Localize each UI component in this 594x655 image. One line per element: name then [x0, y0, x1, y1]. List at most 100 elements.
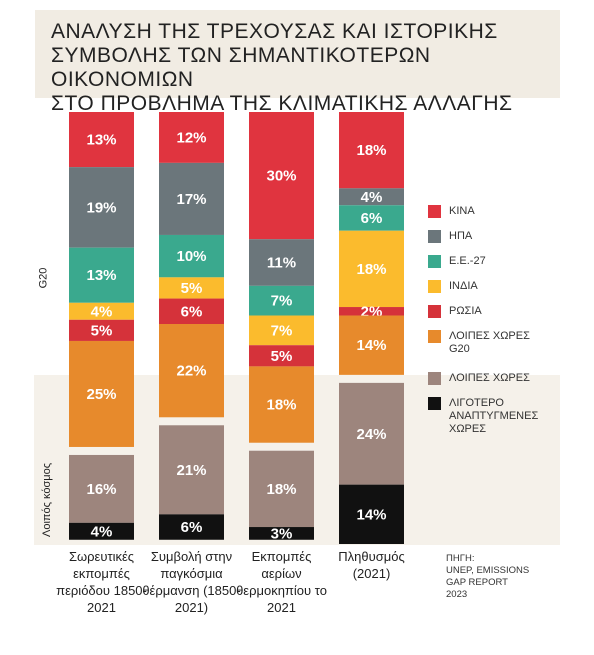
source-line: GAP REPORT [446, 577, 508, 588]
bar-segment [159, 234, 224, 278]
source-line: UNEP, EMISSIONS [446, 565, 530, 576]
legend-item: ΛΟΙΠΕΣ ΧΩΡΕΣ [428, 372, 558, 385]
bar-segment [339, 112, 404, 189]
legend-label: ΛΟΙΠΕΣ ΧΩΡΕΣ [449, 372, 530, 384]
bar-segment [159, 514, 224, 540]
value-label: 17% [176, 191, 206, 208]
legend-swatch [428, 305, 441, 318]
legend-swatch [428, 397, 441, 410]
legend-swatch [428, 372, 441, 385]
bar-segment [69, 454, 134, 523]
bar-segment [159, 112, 224, 163]
bar-segment [249, 239, 314, 286]
chart-title: ΣΤΟ ΠΡΟΒΛΗΜΑ ΤΗΣ ΚΛΙΜΑΤΙΚΗΣ ΑΛΛΑΓΗΣ [51, 92, 513, 115]
legend-item: ΚΙΝΑ [428, 205, 558, 218]
bar-segment [69, 340, 134, 447]
bar-segment [339, 307, 404, 316]
value-label: 4% [91, 523, 113, 540]
legend-swatch [428, 280, 441, 293]
legend-swatch [428, 330, 441, 343]
legend-item: ΡΩΣΙΑ [428, 305, 558, 318]
legend-label: ΚΙΝΑ [449, 205, 475, 217]
source-line: ΠΗΓΗ: [446, 553, 475, 564]
bar-segment [339, 205, 404, 231]
value-label: 12% [176, 129, 206, 146]
value-label: 5% [271, 348, 293, 365]
legend-item: ΛΙΓΟΤΕΡΟ ΑΝΑΠΤΥΓΜΕΝΕΣ ΧΩΡΕΣ [428, 397, 558, 436]
value-label: 5% [91, 322, 113, 339]
value-label: 21% [176, 462, 206, 479]
group-label: G20 [37, 267, 50, 289]
x-tick-label: Εκπομπές αερίων θερμοκηπίου το 2021 [236, 549, 327, 615]
value-label: 7% [271, 322, 293, 339]
legend-item: ΛΟΙΠΕΣ ΧΩΡΕΣ G20 [428, 330, 558, 356]
legend-label: ΗΠΑ [449, 230, 473, 242]
bar-segment [339, 382, 404, 485]
legend-label: ΛΟΙΠΕΣ ΧΩΡΕΣ G20 [449, 330, 530, 355]
value-label: 16% [86, 481, 116, 498]
value-label: 25% [86, 386, 116, 403]
legend: ΚΙΝΑ ΗΠΑ Ε.Ε.-27 ΙΝΔΙΑ ΡΩΣΙΑ ΛΟΙΠΕΣ ΧΩΡΕΣ G20… [428, 205, 558, 448]
value-label: 18% [266, 397, 296, 414]
bar-segment [249, 345, 314, 367]
value-label: 4% [91, 303, 113, 320]
value-label: 6% [181, 303, 203, 320]
bar-segment [69, 112, 134, 168]
legend-item: ΙΝΔΙΑ [428, 280, 558, 293]
bar-segment [339, 315, 404, 375]
bar-segment [339, 230, 404, 308]
value-label: 13% [86, 132, 116, 149]
x-tick-label: Πληθυσμός (2021) [338, 549, 405, 581]
bar-segment [249, 112, 314, 240]
value-label: 24% [356, 426, 386, 443]
bar-segment [69, 167, 134, 248]
value-label: 18% [266, 481, 296, 498]
value-label: 19% [86, 199, 116, 216]
value-label: 18% [356, 261, 386, 278]
bar-segment [69, 522, 134, 540]
bar-segment [249, 315, 314, 346]
bar-segment [69, 247, 134, 303]
bar-segment [249, 450, 314, 528]
value-label: 14% [356, 506, 386, 523]
legend-item: ΗΠΑ [428, 230, 558, 243]
group-label: Λοιπός κόσμος [41, 462, 54, 538]
bar-segment [159, 162, 224, 235]
value-label: 13% [86, 267, 116, 284]
x-tick-label: Σωρευτικές εκπομπές περιόδου 1850-2021 [56, 549, 147, 615]
bar-segment [159, 298, 224, 324]
bar-segment [249, 366, 314, 443]
value-label: 7% [271, 293, 293, 310]
legend-swatch [428, 230, 441, 243]
legend-swatch [428, 205, 441, 218]
bar-segment [159, 425, 224, 515]
value-label: 14% [356, 337, 386, 354]
bar-segment [69, 319, 134, 341]
bar-segment [69, 302, 134, 320]
bar-segment [339, 188, 404, 206]
bar-segment [159, 324, 224, 418]
bar-segment [249, 285, 314, 316]
value-label: 22% [176, 363, 206, 380]
value-label: 4% [361, 189, 383, 206]
source: ΠΗΓΗ: UNEP, EMISSIONS GAP REPORT 2023 [446, 553, 529, 601]
value-label: 6% [361, 210, 383, 227]
bar-segment [249, 527, 314, 540]
bar-segment [159, 277, 224, 299]
value-label: 30% [266, 168, 296, 185]
legend-label: ΡΩΣΙΑ [449, 305, 482, 317]
value-label: 11% [267, 255, 296, 272]
value-label: 6% [181, 519, 203, 536]
value-label: 5% [181, 280, 203, 297]
legend-label: ΙΝΔΙΑ [449, 280, 478, 292]
bar-segment [339, 484, 404, 544]
chart-title: ΑΝΑΛΥΣΗ ΤΗΣ ΤΡΕΧΟΥΣΑΣ ΚΑΙ ΙΣΤΟΡΙΚΗΣ [51, 20, 498, 43]
value-label: 18% [356, 142, 386, 159]
value-label: 3% [271, 525, 293, 542]
chart-title: ΣΥΜΒΟΛΗΣ ΤΩΝ ΣΗΜΑΝΤΙΚΟΤΕΡΩΝ ΟΙΚΟΝΟΜΙΩΝ [51, 44, 431, 91]
legend-label: Ε.Ε.-27 [449, 255, 486, 267]
value-label: 10% [176, 248, 206, 265]
legend-item: Ε.Ε.-27 [428, 255, 558, 268]
